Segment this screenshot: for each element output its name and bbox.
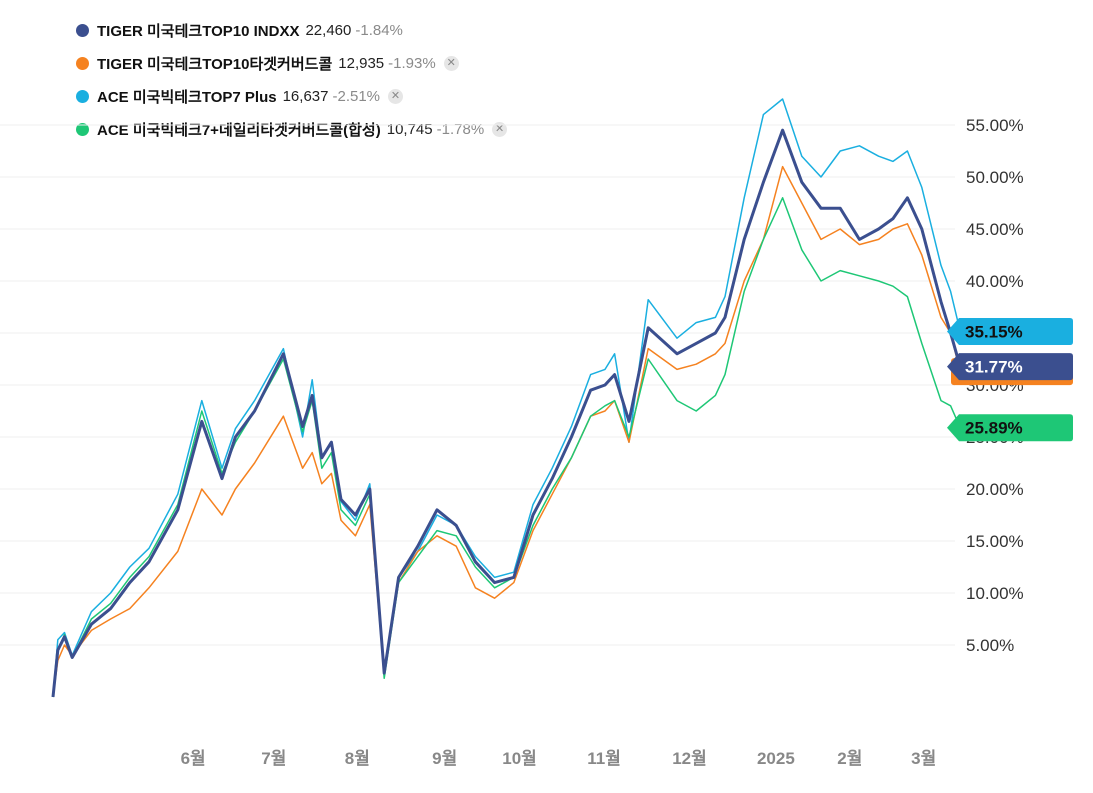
series-end-value: 25.89% (965, 419, 1023, 438)
series-line (52, 165, 961, 698)
x-tick-label: 12월 (672, 749, 707, 768)
series-end-value: 35.15% (965, 322, 1023, 341)
series-end-tag (947, 317, 1073, 345)
legend-change: -1.84% (355, 22, 403, 39)
legend-price: 22,460 (305, 22, 352, 39)
legend-series-name: ACE 미국빅테크7+데일리타겟커버드콜(합성) (97, 122, 381, 139)
y-tick-label: 15.00% (966, 532, 1024, 551)
y-tick-label: 5.00% (966, 636, 1014, 655)
y-tick-label: 20.00% (966, 480, 1024, 499)
y-tick-label: 40.00% (966, 272, 1024, 291)
series-line (52, 98, 961, 698)
series-line (51, 128, 962, 698)
x-tick-label: 7월 (261, 749, 286, 768)
legend-item[interactable]: TIGER 미국테크TOP10 INDXX 22,460 -1.84% (76, 14, 507, 47)
legend-color-dot (76, 123, 89, 136)
y-tick-label: 45.00% (966, 220, 1024, 239)
remove-series-close-icon[interactable]: ✕ (388, 89, 404, 104)
x-tick-label: 8월 (345, 749, 370, 768)
legend-change: -1.93% (388, 55, 436, 72)
x-tick-label: 2025 (757, 749, 795, 768)
series-end-tag (947, 353, 1073, 381)
legend-color-dot (76, 90, 89, 103)
x-tick-label: 10월 (502, 749, 537, 768)
legend-item[interactable]: ACE 미국빅테크TOP7 Plus 16,637 -2.51% ✕ (76, 80, 507, 113)
y-tick-label: 50.00% (966, 168, 1024, 187)
legend-series-name: TIGER 미국테크TOP10 INDXX (97, 23, 300, 40)
legend-price: 16,637 (282, 88, 329, 105)
remove-series-close-icon[interactable]: ✕ (492, 122, 508, 137)
legend-color-dot (76, 24, 89, 37)
x-tick-label: 2월 (837, 749, 862, 768)
legend: TIGER 미국테크TOP10 INDXX 22,460 -1.84% TIGER 미… (76, 14, 508, 146)
series-line (52, 197, 961, 698)
x-tick-label: 9월 (432, 749, 457, 768)
legend-change: -2.51% (332, 88, 381, 105)
legend-series-name: ACE 미국빅테크TOP7 Plus (97, 89, 277, 106)
legend-series-name: TIGER 미국테크TOP10타겟커버드콜 (97, 56, 333, 73)
x-tick-label: 3월 (911, 749, 936, 768)
remove-series-close-icon[interactable]: ✕ (443, 56, 459, 71)
series-end-tag (947, 414, 1073, 442)
y-tick-label: 10.00% (966, 584, 1024, 603)
legend-price: 12,935 (338, 55, 385, 72)
y-tick-label: 55.00% (966, 116, 1024, 135)
legend-item[interactable]: TIGER 미국테크TOP10타겟커버드콜 12,935 -1.93% ✕ (76, 47, 507, 80)
x-tick-label: 11월 (587, 749, 621, 768)
x-tick-label: 6월 (181, 749, 206, 768)
series-end-value: 31.77% (965, 358, 1023, 377)
legend-color-dot (76, 57, 89, 70)
